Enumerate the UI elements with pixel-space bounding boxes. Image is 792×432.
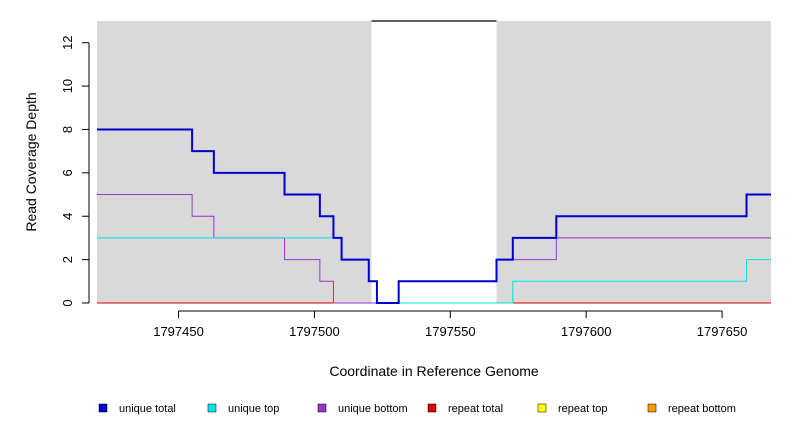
x-tick-label: 1797500 xyxy=(289,324,340,339)
x-tick-label: 1797650 xyxy=(697,324,748,339)
x-tick-label: 1797450 xyxy=(153,324,204,339)
legend-swatch xyxy=(317,403,327,413)
x-tick-label: 1797600 xyxy=(561,324,612,339)
y-axis-title: Read Coverage Depth xyxy=(23,92,39,231)
shaded-region-2 xyxy=(496,21,771,303)
legend-label: repeat total xyxy=(448,403,503,415)
legend-label: unique bottom xyxy=(338,403,408,415)
y-tick-label: 10 xyxy=(60,79,75,93)
y-tick-label: 0 xyxy=(60,299,75,306)
y-tick-label: 12 xyxy=(60,35,75,49)
legend-label: repeat top xyxy=(558,403,608,415)
y-tick-label: 6 xyxy=(60,169,75,176)
series-line-unique-total xyxy=(97,128,771,304)
legend-swatch xyxy=(537,403,547,413)
x-tick-label: 1797550 xyxy=(425,324,476,339)
x-axis-title: Coordinate in Reference Genome xyxy=(329,363,539,379)
legend-swatch xyxy=(98,403,108,413)
y-tick-label: 2 xyxy=(60,256,75,263)
x-axis: 1797450 1797500 1797550 1797600 1797650 xyxy=(153,310,748,339)
legend-swatch xyxy=(427,403,437,413)
shaded-region-1 xyxy=(97,21,372,303)
legend: unique total unique top unique bottom repea… xyxy=(98,403,736,415)
legend-label: unique total xyxy=(119,403,176,415)
legend-label: unique top xyxy=(228,403,279,415)
y-tick-label: 4 xyxy=(60,213,75,220)
legend-swatch xyxy=(207,403,217,413)
series-lines xyxy=(97,128,771,304)
legend-swatch xyxy=(647,403,657,413)
y-axis: 0 2 4 6 8 10 12 xyxy=(60,35,90,307)
y-tick-label: 8 xyxy=(60,126,75,133)
legend-label: repeat bottom xyxy=(668,403,736,415)
shaded-regions xyxy=(97,21,771,303)
